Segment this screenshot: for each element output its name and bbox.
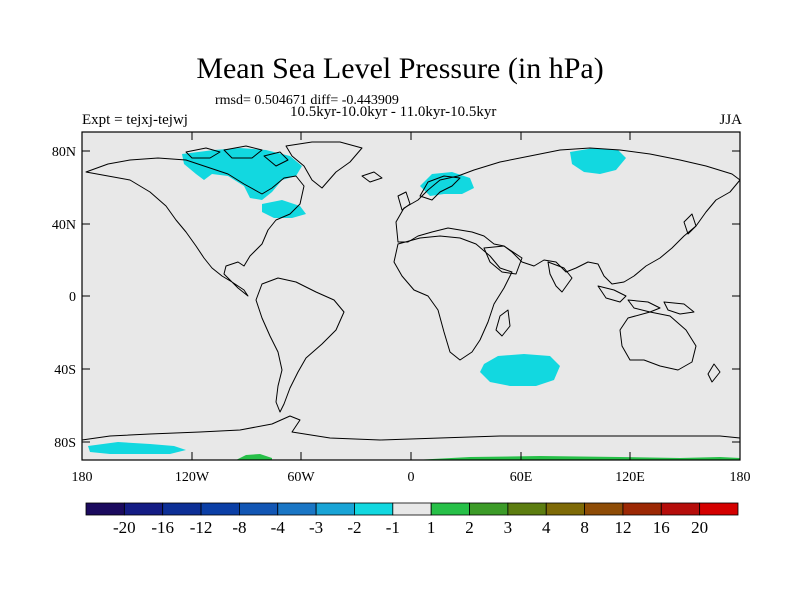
anomaly-south-indian-ocean	[480, 354, 560, 386]
anomaly-great-lakes	[262, 200, 306, 218]
coast-new-zealand	[707, 363, 721, 383]
colorbar-label: 1	[426, 518, 436, 537]
lat-label: 0	[69, 290, 76, 305]
coast-madagascar	[495, 309, 511, 337]
coast-scandinavia	[419, 175, 461, 201]
colorbar-label: 3	[503, 518, 513, 537]
anomaly-canada	[182, 148, 302, 200]
colorbar-swatch	[430, 502, 470, 516]
coast-arctic-islands-1	[185, 147, 221, 159]
lat-label: 80N	[52, 145, 76, 160]
colorbar-label: 4	[541, 518, 551, 537]
lat-tick-marks	[82, 150, 740, 443]
stats-text: rmsd= 0.504671 diff= -0.443909	[215, 93, 399, 108]
lon-label: 60W	[287, 470, 315, 485]
colorbar-label: 12	[614, 518, 632, 537]
colorbar-label: -20	[113, 518, 136, 537]
colorbar-swatch	[584, 502, 624, 516]
colorbar-label: -8	[232, 518, 247, 537]
colorbar-label: -4	[270, 518, 285, 537]
colorbar-label: 2	[465, 518, 474, 537]
colorbar-label: -16	[151, 518, 175, 537]
anomaly-antarctic	[88, 442, 186, 454]
coastlines	[81, 141, 741, 441]
colorbar-label: -1	[385, 518, 400, 537]
coast-india	[547, 261, 573, 293]
chart-title: Mean Sea Level Pressure (in hPa)	[196, 52, 604, 85]
colorbar-swatch	[315, 502, 355, 516]
colorbar-swatch	[239, 502, 279, 516]
anomaly-antarctica-west	[236, 454, 272, 460]
colorbar-swatch	[85, 502, 125, 516]
coast-arctic-islands-2	[223, 145, 263, 159]
map-panel	[82, 132, 740, 460]
coast-greenland	[285, 141, 363, 189]
coast-indonesia-1	[597, 285, 627, 303]
anomaly-antarctica-east	[414, 456, 740, 460]
colorbar-swatch	[123, 502, 164, 516]
lon-label: 180	[730, 470, 751, 485]
coast-british-isles	[397, 191, 411, 211]
colorbar-swatch	[507, 502, 547, 516]
anomaly-siberia	[570, 148, 626, 174]
lon-label: 120E	[615, 470, 645, 485]
positive-anomaly-patches	[236, 454, 740, 460]
coast-japan	[683, 213, 697, 235]
coast-africa	[393, 235, 513, 361]
coast-australia	[619, 311, 697, 371]
coast-iceland	[361, 171, 383, 183]
coast-arabia	[483, 245, 523, 275]
colorbar-swatch	[469, 502, 509, 516]
colorbar-swatch	[660, 502, 701, 516]
colorbar	[85, 502, 739, 516]
period-text: 10.5kyr-10.0kyr - 11.0kyr-10.5kyr	[290, 104, 497, 120]
lat-labels: 80N 40N 0 40S 80S	[52, 145, 76, 451]
colorbar-swatch	[545, 502, 585, 516]
colorbar-label: 8	[580, 518, 589, 537]
coast-south-america	[255, 277, 345, 413]
coast-indonesia-2	[627, 299, 661, 313]
coast-new-guinea	[663, 301, 695, 315]
colorbar-label: -3	[309, 518, 324, 537]
colorbar-swatch	[392, 502, 432, 516]
colorbar-label: -2	[347, 518, 362, 537]
season-label: JJA	[719, 112, 742, 128]
coast-eurasia	[395, 147, 741, 285]
coast-north-america	[85, 157, 305, 297]
coast-arctic-islands-3	[263, 151, 289, 167]
lat-label: 40N	[52, 218, 76, 233]
lon-label: 120W	[175, 470, 210, 485]
lon-label: 180	[72, 470, 93, 485]
experiment-label: Expt = tejxj-tejwj	[82, 112, 188, 128]
lon-labels: 180 120W 60W 0 60E 120E 180	[72, 470, 751, 485]
colorbar-swatch	[277, 502, 317, 516]
lon-tick-marks	[81, 132, 741, 460]
colorbar-swatch	[200, 502, 240, 516]
colorbar-swatch	[622, 502, 662, 516]
colorbar-label: 16	[652, 518, 670, 537]
colorbar-swatch	[162, 502, 202, 516]
colorbar-swatch	[354, 502, 394, 516]
coast-antarctica	[81, 415, 741, 441]
colorbar-label: 20	[691, 518, 709, 537]
lat-label: 40S	[54, 363, 76, 378]
colorbar-swatch	[699, 502, 739, 516]
lon-label: 0	[408, 470, 415, 485]
lon-label: 60E	[510, 470, 533, 485]
lat-label: 80S	[54, 436, 76, 451]
colorbar-label: -12	[189, 518, 213, 537]
